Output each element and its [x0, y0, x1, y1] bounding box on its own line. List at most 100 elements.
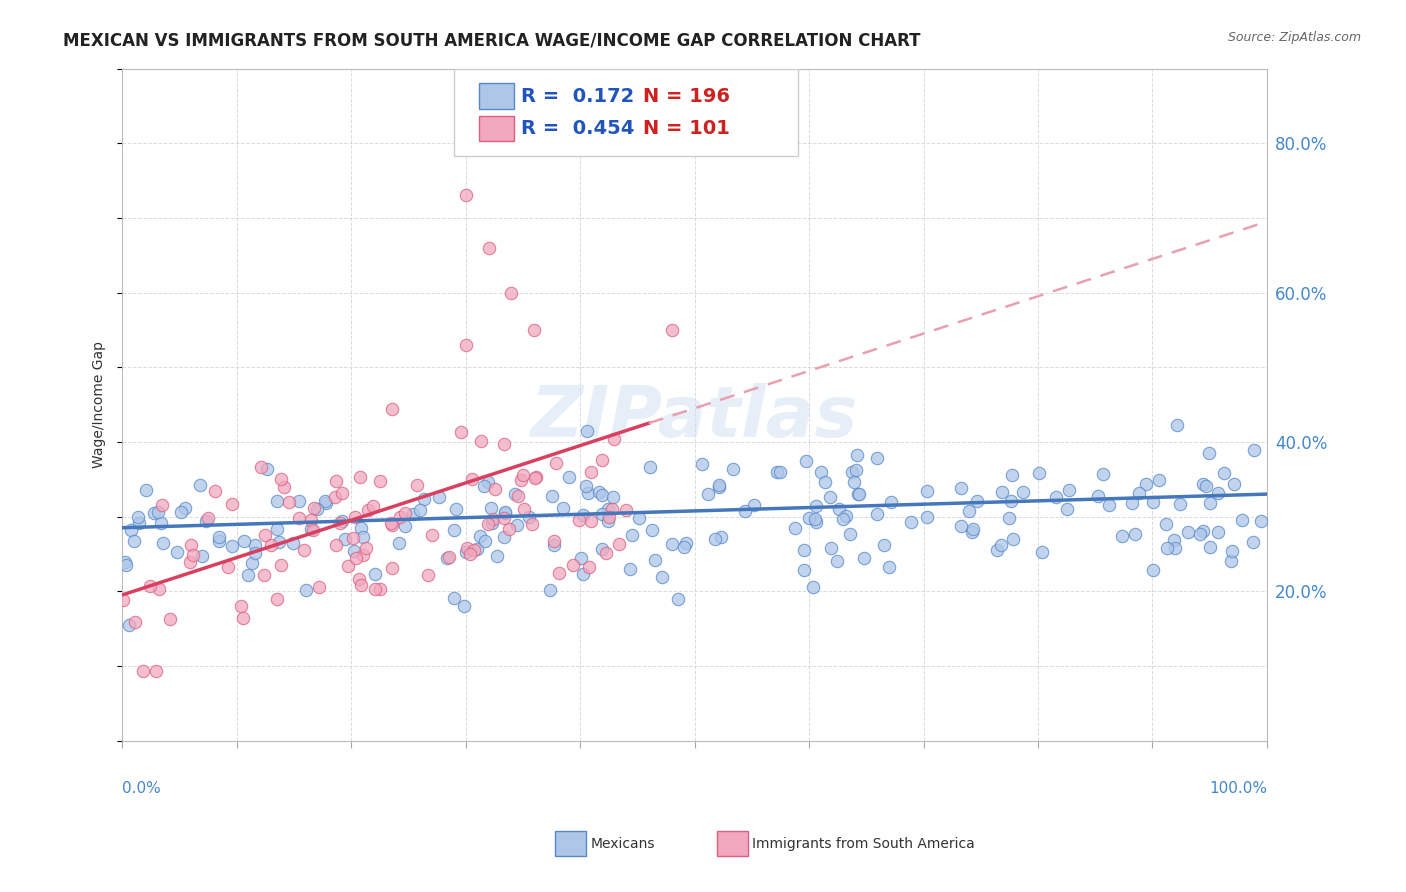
Point	[149, 516, 172, 530]
Point	[1166, 418, 1188, 433]
Point	[801, 580, 824, 594]
Point	[454, 188, 477, 202]
Point	[603, 433, 626, 447]
Point	[454, 545, 477, 559]
Point	[240, 556, 263, 570]
Point	[1135, 476, 1157, 491]
Point	[986, 542, 1008, 557]
Point	[873, 538, 896, 552]
Point	[354, 541, 377, 555]
Point	[278, 495, 301, 509]
Point	[381, 402, 404, 417]
Point	[998, 511, 1021, 525]
Point	[522, 516, 544, 531]
Point	[703, 532, 725, 546]
Point	[562, 558, 585, 572]
Point	[486, 549, 509, 563]
Point	[950, 481, 973, 495]
Point	[621, 528, 644, 542]
Point	[364, 582, 387, 596]
Point	[866, 450, 889, 465]
Point	[350, 521, 373, 535]
Point	[461, 471, 484, 485]
Text: R =  0.172: R = 0.172	[520, 87, 634, 105]
Point	[124, 615, 146, 629]
Point	[443, 591, 465, 605]
Point	[357, 503, 380, 517]
Point	[1028, 466, 1050, 480]
Point	[127, 509, 149, 524]
Text: R =  0.454: R = 0.454	[520, 119, 634, 138]
Point	[769, 465, 792, 479]
Point	[465, 542, 488, 557]
Point	[292, 542, 315, 557]
Point	[253, 528, 276, 542]
Point	[188, 478, 211, 492]
Point	[1241, 535, 1264, 549]
Point	[721, 462, 744, 476]
Point	[845, 448, 868, 462]
Point	[135, 483, 157, 497]
Point	[558, 469, 581, 483]
Y-axis label: Wage/Income Gap: Wage/Income Gap	[93, 341, 107, 468]
Point	[579, 465, 602, 479]
Point	[675, 536, 697, 550]
Point	[1192, 477, 1215, 491]
Point	[1206, 485, 1229, 500]
Point	[402, 507, 425, 521]
FancyBboxPatch shape	[454, 69, 797, 156]
Point	[591, 542, 613, 557]
Point	[734, 504, 756, 518]
Point	[553, 500, 575, 515]
Point	[541, 489, 564, 503]
Text: Mexicans: Mexicans	[591, 837, 655, 851]
Point	[166, 545, 188, 559]
Point	[352, 530, 374, 544]
Point	[370, 474, 392, 488]
Point	[1195, 479, 1218, 493]
Point	[295, 582, 318, 597]
Point	[412, 491, 434, 506]
Point	[1230, 513, 1253, 527]
Point	[600, 502, 623, 516]
Point	[1147, 473, 1170, 487]
Point	[673, 541, 696, 555]
Point	[122, 534, 145, 549]
Text: Immigrants from South America: Immigrants from South America	[752, 837, 974, 851]
Point	[591, 453, 613, 467]
Text: N = 196: N = 196	[643, 87, 730, 105]
Point	[596, 501, 619, 516]
Point	[804, 515, 827, 529]
Point	[598, 514, 620, 528]
Point	[260, 538, 283, 552]
Point	[420, 528, 443, 542]
Point	[416, 568, 439, 582]
Point	[208, 530, 231, 544]
Point	[342, 531, 364, 545]
Point	[350, 577, 373, 591]
Point	[828, 501, 851, 516]
Point	[429, 491, 451, 505]
Point	[572, 567, 595, 582]
Point	[804, 512, 827, 526]
Point	[253, 568, 276, 582]
Point	[463, 543, 485, 558]
Point	[344, 550, 367, 565]
Point	[661, 537, 683, 551]
Point	[299, 513, 322, 527]
Point	[1164, 541, 1187, 555]
Point	[1092, 467, 1115, 481]
Point	[852, 550, 875, 565]
Point	[1199, 540, 1222, 554]
Point	[512, 468, 534, 483]
Point	[1142, 495, 1164, 509]
Point	[839, 527, 862, 541]
Point	[544, 456, 567, 470]
Point	[797, 510, 820, 524]
Point	[221, 539, 243, 553]
Point	[602, 490, 624, 504]
Point	[229, 599, 252, 613]
Point	[305, 501, 328, 516]
Point	[548, 566, 571, 580]
Point	[349, 469, 371, 483]
